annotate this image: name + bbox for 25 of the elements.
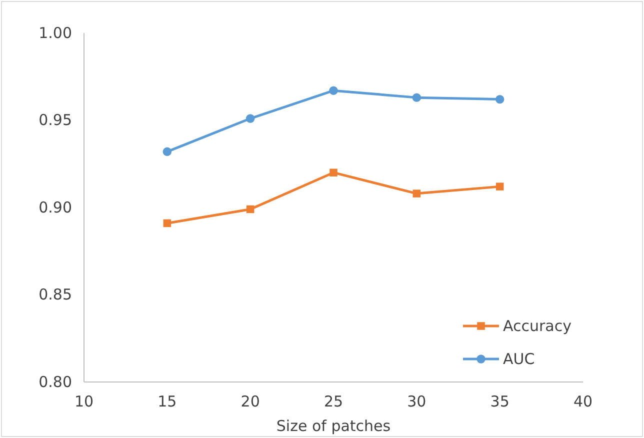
x-tick-label: 35: [490, 392, 510, 411]
x-tick-label: 15: [158, 392, 177, 411]
y-tick-label: 0.95: [38, 111, 72, 130]
y-tick-label: 0.80: [38, 372, 72, 391]
y-tick-label: 0.85: [38, 286, 72, 304]
point: [330, 168, 338, 176]
x-tick-label: 25: [324, 392, 344, 411]
point: [412, 190, 421, 198]
legend-label: Accuracy: [503, 317, 572, 335]
y-tick-label: 1.00: [38, 24, 72, 42]
x-tick-label: 10: [74, 392, 94, 411]
point: [163, 219, 172, 228]
point: [162, 147, 172, 156]
x-axis-title: Size of patches: [276, 417, 391, 435]
point: [246, 205, 254, 214]
x-tick-label: 30: [407, 392, 426, 411]
point: [496, 182, 504, 190]
x-tick-label: 40: [573, 392, 593, 411]
point: [495, 94, 504, 104]
legend-label: AUC: [503, 350, 535, 368]
point: [329, 86, 338, 95]
x-tick-label: 20: [240, 392, 260, 411]
point: [412, 93, 422, 102]
y-tick-label: 0.90: [38, 198, 72, 216]
point: [246, 114, 255, 123]
